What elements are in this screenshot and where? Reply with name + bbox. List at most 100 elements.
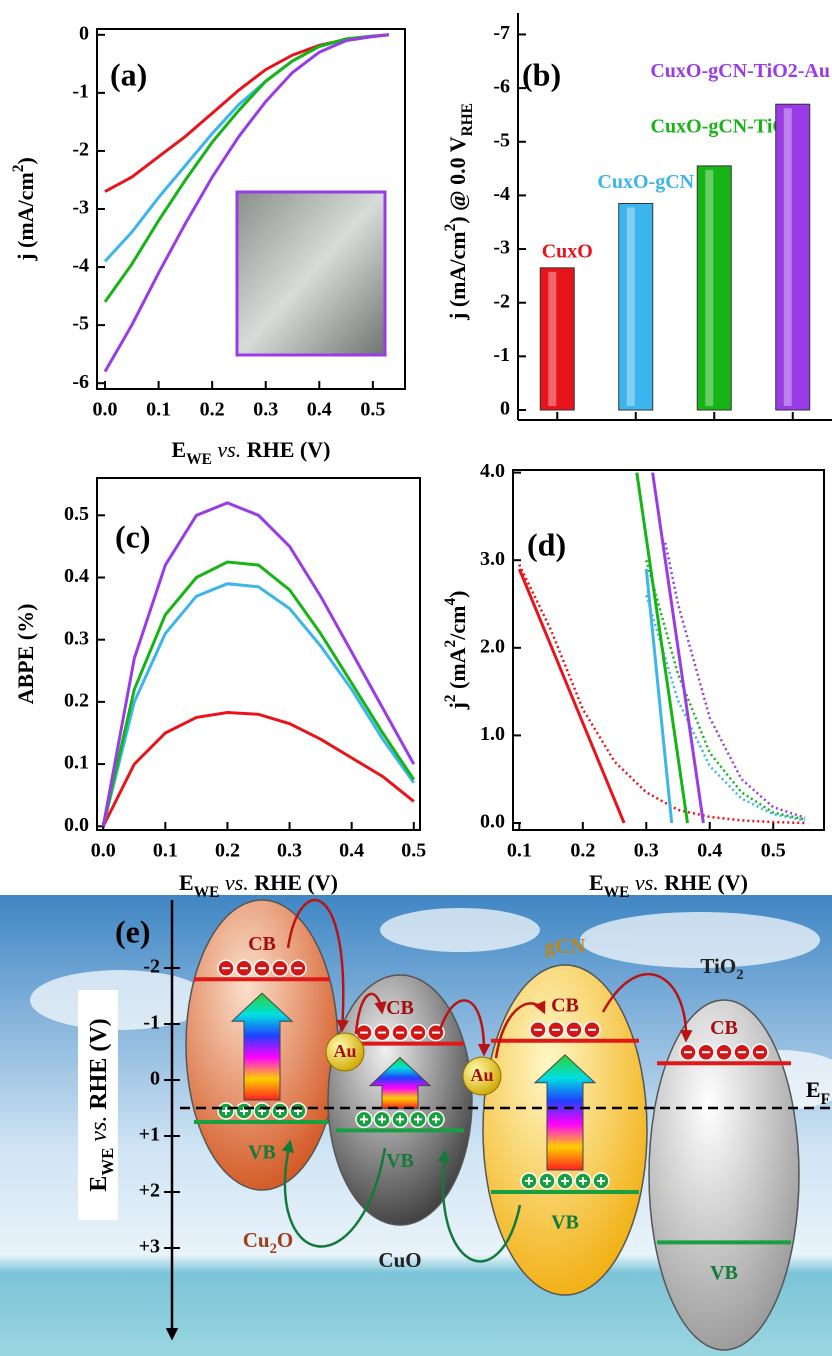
x-axis-label-part: E <box>172 437 187 462</box>
x-tick-label: 0.4 <box>339 840 364 862</box>
material-name-part: 2 <box>736 967 743 983</box>
data-line <box>517 568 626 824</box>
y-tick-label: -6 <box>72 371 89 393</box>
data-line <box>103 33 390 373</box>
x-tick-label: 0.2 <box>570 840 595 862</box>
y-tick-label: 0.0 <box>480 811 505 833</box>
electron-transfer <box>601 972 693 1043</box>
cb-label: CB <box>248 933 276 955</box>
data-line <box>645 594 806 822</box>
excitation-arrow <box>368 1056 432 1109</box>
y-axis-label-part: 4 <box>442 598 459 606</box>
energy-axis-label-part: E <box>86 1176 112 1192</box>
energy-tick-label: -1 <box>143 1012 160 1034</box>
x-tick-label: 0.0 <box>93 399 118 421</box>
plot-frame <box>512 469 825 831</box>
x-axis-label-part: RHE (V) <box>659 870 748 895</box>
bar-highlight <box>705 169 714 406</box>
energy-tick-label: +1 <box>139 1124 160 1146</box>
x-axis-label-part: WE <box>186 451 212 468</box>
energy-axis-label-part: WE <box>98 1148 117 1176</box>
x-tick-label: 0.5 <box>360 399 385 421</box>
energy-axis-label-part: RHE (V) <box>86 1018 112 1115</box>
y-tick-label: 0.5 <box>64 503 89 525</box>
data-line <box>101 560 416 827</box>
category-label: CuxO-gCN-TiO2 <box>651 115 798 137</box>
x-tick-label: 0.3 <box>253 399 278 421</box>
bar <box>696 165 732 411</box>
hole-sign <box>543 1177 551 1185</box>
material-name-part: gCN <box>545 934 586 958</box>
bar-highlight <box>626 207 635 406</box>
energy-axis-label: EWE vs. RHE (V) <box>86 1018 118 1191</box>
x-axis-label: EWE vs. RHE (V) <box>172 437 331 468</box>
x-axis-label-part: vs. <box>212 437 241 462</box>
hole-sign <box>396 1115 404 1124</box>
x-tick-label: 0.1 <box>146 399 171 421</box>
y-tick-label: 0.2 <box>64 689 89 711</box>
y-axis-label-part: ) @ 0.0 V <box>445 136 470 223</box>
y-tick-label: -1 <box>72 80 89 102</box>
bar-highlight <box>548 271 557 406</box>
energy-axis-label-part: vs. <box>86 1116 112 1148</box>
excitation-arrow <box>533 1054 597 1171</box>
excitation-arrow <box>230 992 294 1101</box>
energy-tick-label: +2 <box>139 1180 160 1202</box>
au-particle <box>325 1032 365 1072</box>
x-tick-label: 0.0 <box>91 840 116 862</box>
y-tick-label: 2.0 <box>480 635 505 657</box>
material-name-part: 2 <box>270 1241 277 1257</box>
y-tick-label: -5 <box>493 129 510 151</box>
y-axis-label-part: (mA <box>445 647 470 694</box>
data-line <box>101 501 416 827</box>
data-line <box>101 710 415 827</box>
y-tick-label: 1.0 <box>480 723 505 745</box>
cb-label: CB <box>551 994 579 1016</box>
x-tick-label: 0.1 <box>153 840 178 862</box>
energy-tick-label: +3 <box>139 1236 160 1258</box>
x-tick-label: 0.4 <box>307 399 332 421</box>
data-line <box>518 564 806 825</box>
data-line <box>635 472 689 824</box>
y-tick-label: -2 <box>493 290 510 312</box>
electron-transfer <box>354 992 387 1035</box>
y-axis-label-part: j <box>445 702 470 710</box>
inset-photo <box>235 190 387 357</box>
y-tick-label: -4 <box>493 183 510 205</box>
y-axis-label-part: RHE <box>459 103 476 136</box>
hole-sign <box>597 1177 605 1185</box>
y-tick-label: -2 <box>72 139 89 161</box>
bar <box>775 103 811 411</box>
material-name: gCN <box>545 934 586 958</box>
hole-transfer <box>437 1149 522 1263</box>
y-tick-label: -7 <box>493 22 510 44</box>
hole-transfer <box>281 1139 387 1248</box>
panel-label: (b) <box>522 56 561 92</box>
axis-label-box <box>78 990 118 1220</box>
vb-label: VB <box>710 1262 738 1284</box>
hole-sign <box>579 1177 587 1185</box>
data-line <box>101 582 416 827</box>
hole-sign <box>378 1115 386 1124</box>
category-label: CuxO-gCN-TiO2-Au <box>650 60 830 82</box>
vb-label: VB <box>551 1212 579 1234</box>
plot-frame <box>96 477 421 831</box>
vb-label: VB <box>386 1150 414 1172</box>
x-axis-label-part: RHE (V) <box>249 870 338 895</box>
bar <box>539 267 575 411</box>
y-tick-label: -1 <box>493 344 510 366</box>
hole-sign <box>432 1115 440 1124</box>
x-tick-label: 0.2 <box>200 399 225 421</box>
data-line <box>664 542 806 819</box>
y-tick-label: 0.3 <box>64 627 89 649</box>
y-axis-label: j (mA/cm2) @ 0.0 VRHE <box>442 103 476 321</box>
x-tick-label: 0.3 <box>634 840 659 862</box>
material-name: TiO2 <box>700 954 743 984</box>
y-axis-label-part: 2 <box>442 639 459 647</box>
x-axis-label-part: WE <box>194 884 220 901</box>
material-name: CuO <box>378 1248 421 1272</box>
y-axis-label-part: 2 <box>10 164 27 172</box>
x-axis-label-part: E <box>589 870 604 895</box>
hole-sign <box>222 1107 230 1115</box>
